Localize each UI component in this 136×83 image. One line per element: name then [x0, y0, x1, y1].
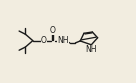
Text: O: O [41, 36, 47, 45]
Text: NH: NH [57, 36, 69, 45]
Text: NH: NH [86, 45, 97, 54]
Text: O: O [50, 26, 56, 35]
